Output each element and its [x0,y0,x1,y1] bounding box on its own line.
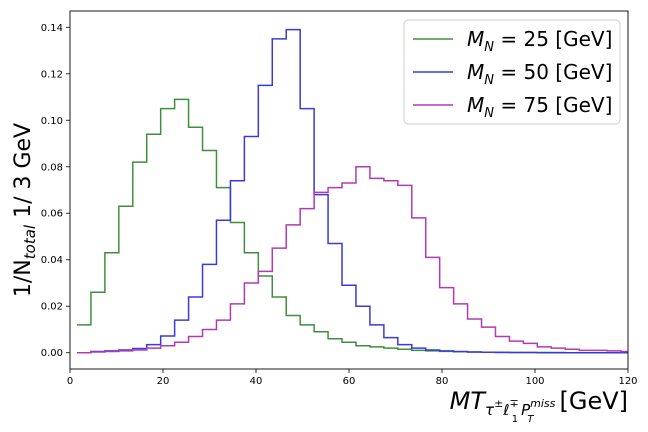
y-tick-label: 0.08 [41,162,63,173]
series-line-2 [76,28,628,354]
x-tick-label: 0 [67,376,73,387]
y-tick-label: 0.02 [41,302,63,313]
y-tick-label: 0.10 [41,116,63,127]
legend-entry: MN = 50 [GeV] [413,60,612,88]
series-line-3 [76,166,628,354]
legend-entry: MN = 75 [GeV] [413,93,612,121]
legend-label: MN = 75 [GeV] [467,93,612,121]
y-tick-label: 0.04 [41,255,63,266]
x-axis-label: MTτ±ℓ∓ 1Pmiss T[GeV] [450,387,628,425]
x-tick-label: 120 [618,376,637,387]
x-tick-label: 100 [525,376,544,387]
y-tick-label: 0.00 [41,348,63,359]
x-tick-label: 60 [343,376,356,387]
y-axis-ticks: 0.00 0.02 0.04 0.06 0.08 0.10 0.12 0.14 [41,23,70,359]
legend-label: MN = 50 [GeV] [467,60,612,88]
series-line-1 [76,98,628,354]
x-tick-label: 20 [157,376,170,387]
y-tick-label: 0.12 [41,69,63,80]
y-tick-label: 0.06 [41,209,63,220]
x-tick-label: 80 [436,376,449,387]
x-tick-label: 40 [250,376,263,387]
y-axis-label: 1/Ntotal 1/ 3 GeV [11,123,39,297]
legend-entry: MN = 25 [GeV] [413,27,612,55]
series-layer [76,28,628,354]
x-axis-ticks: 0 20 40 60 80 100 120 [67,369,638,387]
legend-box [403,19,621,125]
y-tick-label: 0.14 [41,23,63,34]
legend: MN = 25 [GeV] MN = 50 [GeV] MN = 75 [GeV… [403,19,621,125]
legend-label: MN = 25 [GeV] [467,27,612,55]
